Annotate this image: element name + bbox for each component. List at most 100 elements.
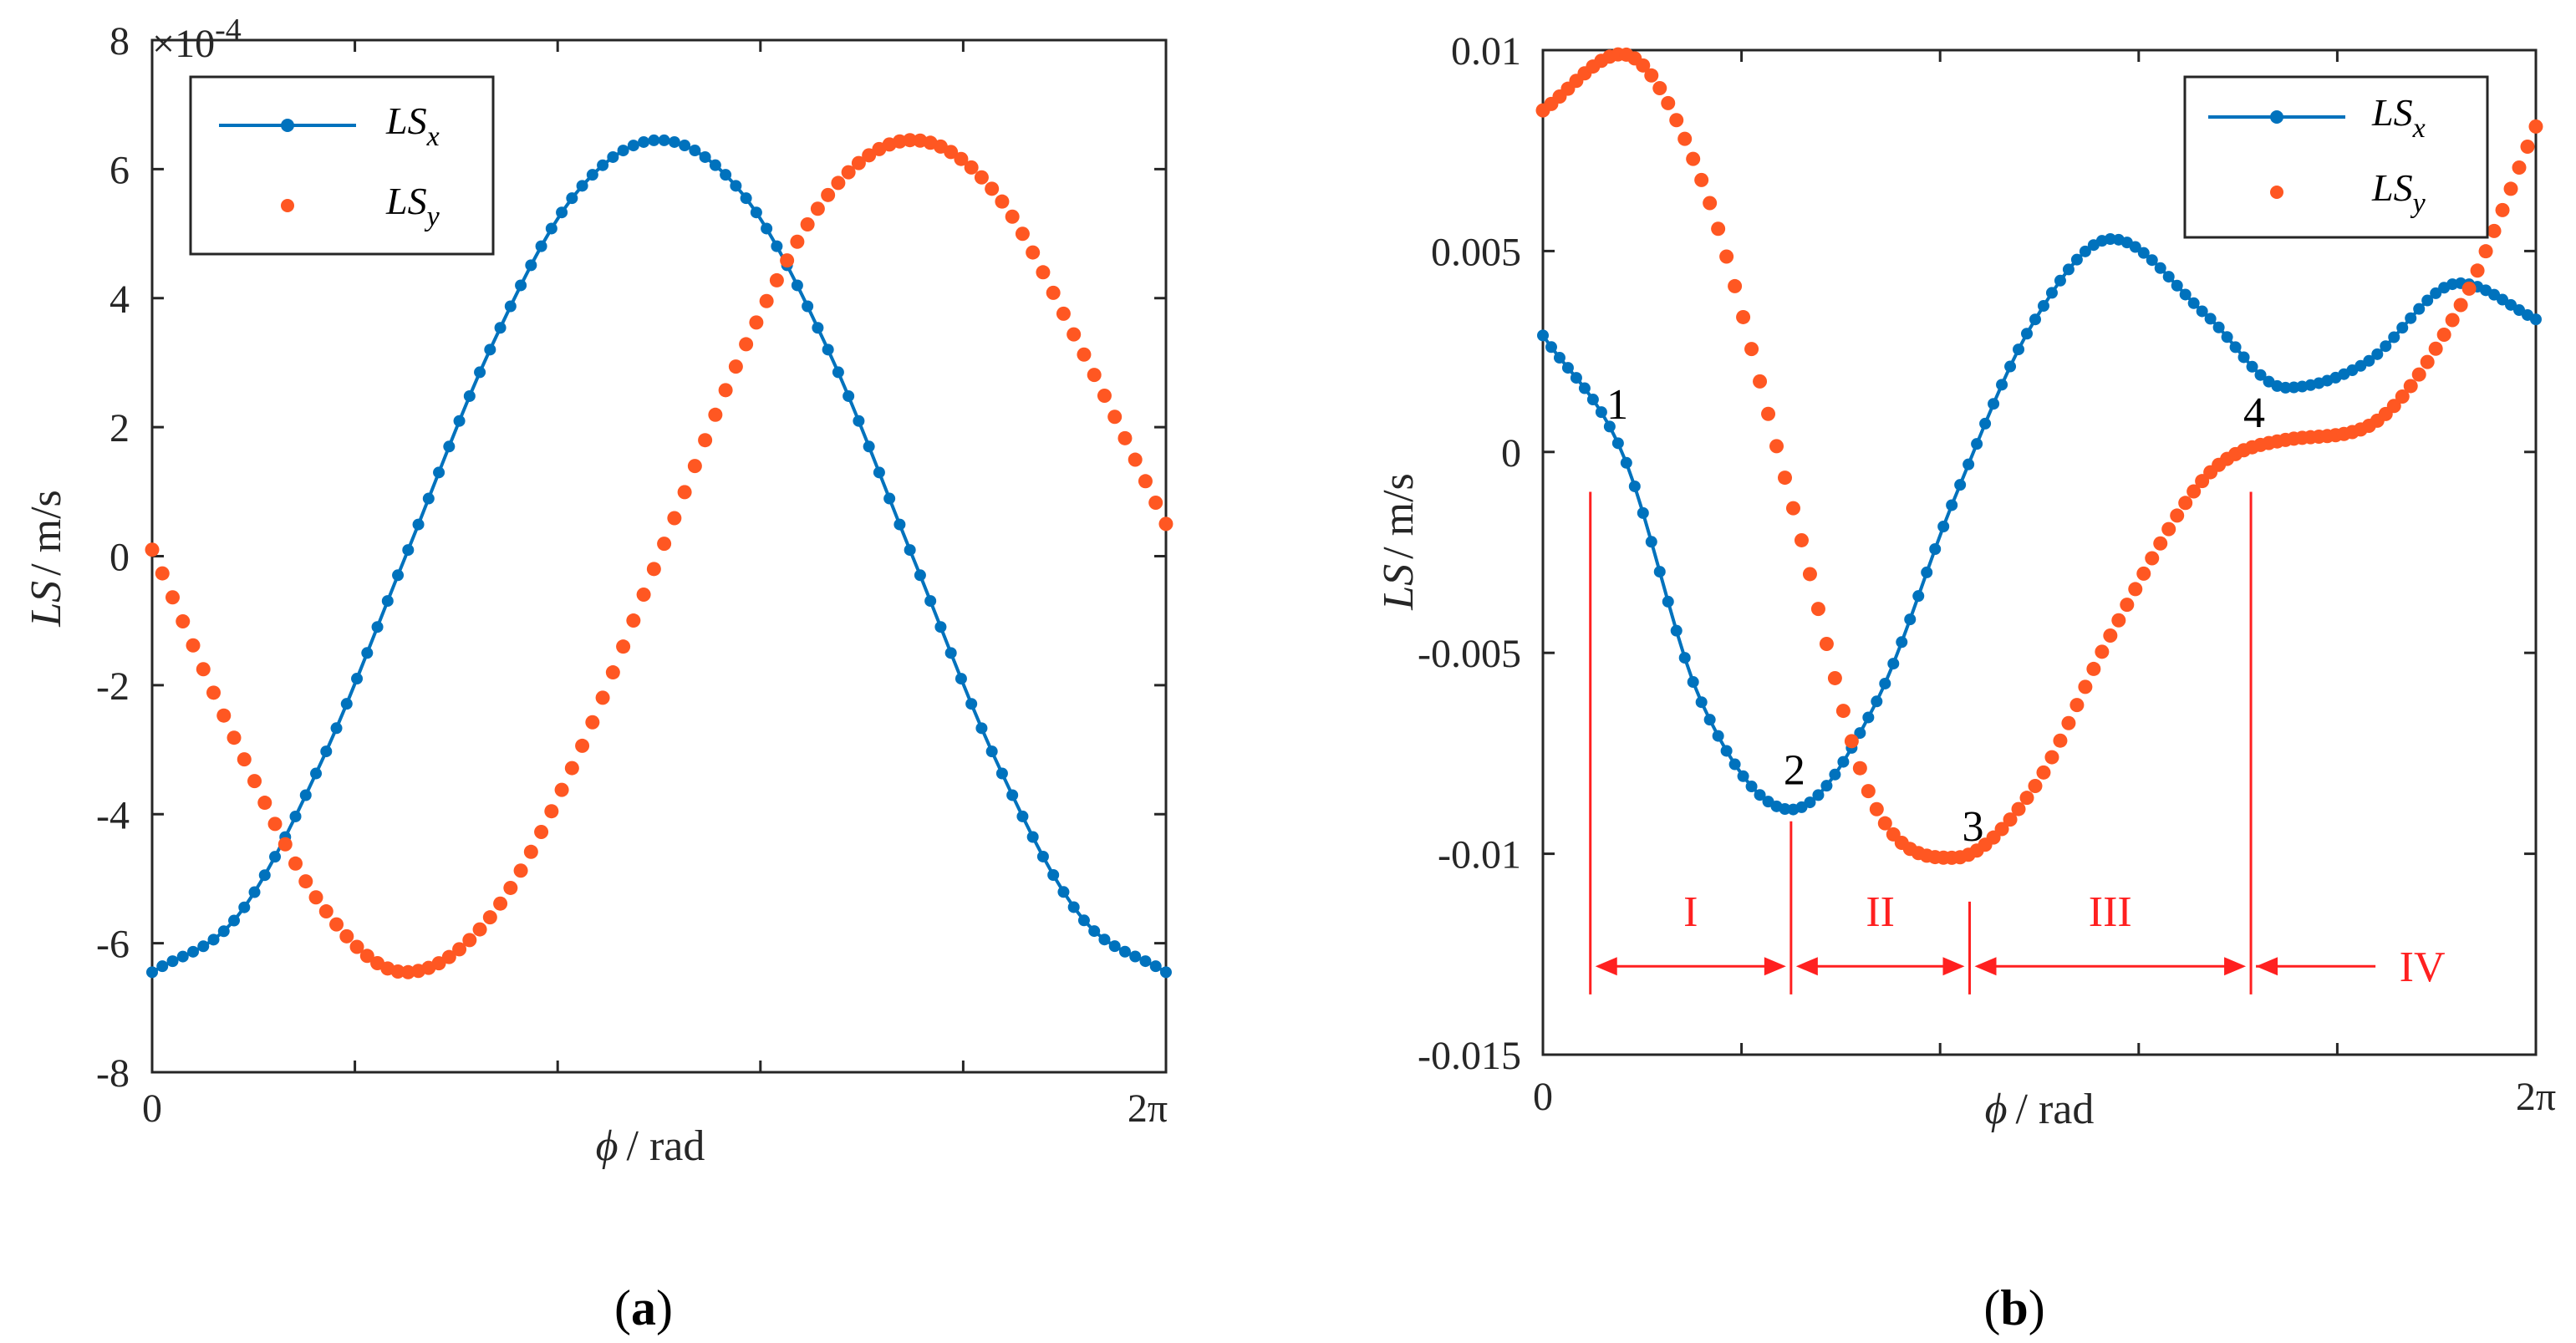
chart-a-point-lsx [228, 914, 241, 927]
chart-a-y-tick-label: 2 [109, 406, 130, 450]
chart-a-y-tick-label: -8 [96, 1051, 130, 1096]
chart-a-point-lsx [176, 950, 189, 963]
chart-b-point-lsx [1737, 770, 1749, 782]
chart-b-point-lsy [2061, 715, 2076, 730]
chart-a-point-lsx [924, 595, 937, 608]
chart-b-point-lsy [1761, 406, 1776, 421]
chart-b-point-lsy [1644, 68, 1659, 83]
chart-a-point-lsy [974, 170, 989, 185]
chart-b-point-lsy [1661, 95, 1676, 110]
chart-b-point-lsx [2212, 321, 2225, 333]
chart-b-point-lsx [2162, 271, 2175, 283]
chart-a-point-lsx [248, 886, 261, 898]
chart-a-point-lsy [145, 542, 160, 557]
chart-b-point-label-3: 3 [1963, 803, 1984, 851]
chart-a-point-lsx [474, 366, 486, 379]
chart-b-point-lsx [1812, 789, 1825, 801]
chart-b-arrowhead [2224, 957, 2247, 976]
chart-b-point-lsy [2528, 119, 2543, 134]
chart-b-point-lsx [2430, 287, 2442, 299]
chart-a-point-lsx [1139, 955, 1152, 968]
chart-b-point-lsx [1896, 636, 1908, 649]
chart-b-point-lsx [1603, 420, 1616, 433]
chart-a-point-lsx [207, 933, 220, 946]
chart-b-point-lsy [1852, 761, 1867, 776]
chart-a-point-lsx [995, 767, 1008, 780]
chart-a-point-lsy [318, 904, 333, 919]
chart-a-point-lsx [1149, 960, 1162, 973]
chart-a-point-lsx [238, 901, 251, 913]
chart-a-point-lsy [780, 253, 795, 268]
chart-b-line-lsx [1541, 237, 2537, 811]
chart-b-point-lsy [1703, 196, 1718, 211]
chart-b-point-lsx [2371, 348, 2384, 360]
chart-b-point-lsx [1695, 696, 1708, 709]
chart-b-point-lsx [2204, 313, 2217, 325]
chart-a-point-lsy [1046, 285, 1061, 300]
chart-b-point-lsy [1636, 58, 1651, 73]
chart-b-point-lsy [1810, 602, 1825, 617]
chart-b-point-lsy [1785, 501, 1800, 516]
chart-b-point-lsx [1620, 456, 1632, 469]
chart-a-point-lsy [482, 910, 497, 925]
chart-b-point-lsx [1537, 329, 1549, 342]
chart-a-point-lsx [433, 466, 445, 479]
chart-b-point-lsx [1937, 520, 1950, 532]
chart-a-point-lsx [1098, 933, 1111, 946]
chart-a-point-lsx [617, 145, 629, 157]
chart-b-point-lsy [2503, 181, 2518, 196]
chart-b-point-lsx [1545, 341, 1557, 354]
chart-b-point-lsy [1794, 532, 1809, 547]
chart-b-arrowhead [1764, 957, 1786, 976]
chart-a-point-lsx [934, 621, 947, 633]
chart-a-point-lsy [1067, 327, 1082, 342]
chart-a-point-lsx [627, 140, 639, 152]
chart-b-point-lsy [1686, 151, 1701, 166]
chart-a-point-lsx [689, 145, 701, 157]
chart-a-point-lsx [1016, 810, 1029, 822]
chart-a-y-tick-label: 6 [109, 148, 130, 192]
chart-a-legend-lsx-marker [281, 119, 294, 132]
chart-a-point-lsy [657, 537, 672, 552]
chart-a-point-lsy [708, 407, 723, 422]
chart-a-point-lsx [586, 169, 598, 181]
chart-b-point-lsx [2171, 279, 2183, 292]
chart-a-point-lsx [217, 925, 230, 938]
chart-a-point-lsy [954, 151, 969, 166]
chart-b-arrowhead [1795, 957, 1818, 976]
chart-b-point-lsy [2420, 354, 2435, 369]
chart-a-point-lsy [472, 922, 487, 937]
chart-a-point-lsy [359, 949, 374, 964]
chart-b-point-lsy [2436, 327, 2451, 342]
chart-b-point-lsx [1912, 590, 1925, 603]
chart-b-point-lsx [1854, 727, 1866, 740]
chart-a-point-lsx [873, 466, 885, 479]
chart-a-point-lsx [576, 180, 588, 192]
chart-a-point-lsy [903, 133, 918, 148]
chart-a-point-lsy [1128, 452, 1143, 467]
chart-a-point-lsy [595, 690, 610, 705]
chart-a-point-lsy [441, 949, 456, 964]
chart-b-point-lsx [1887, 658, 1900, 670]
chart-a-point-lsx [156, 960, 169, 973]
chart-a-point-lsy [1138, 474, 1153, 489]
chart-a-point-lsy [288, 856, 303, 871]
chart-a-x-axis-label: ϕ / rad [596, 1122, 705, 1170]
chart-a-point-lsy [544, 804, 559, 819]
chart-a-point-lsy [493, 896, 508, 911]
chart-b-point-lsy [2453, 298, 2468, 313]
chart-b-point-lsx [1712, 730, 1724, 742]
chart-b-point-lsy [2044, 750, 2059, 765]
chart-a-point-lsx [1108, 940, 1121, 953]
chart-b-point-lsy [1877, 816, 1892, 831]
chart-a-point-lsy [206, 685, 221, 700]
chart-a-point-lsx [750, 206, 762, 219]
chart-b-point-lsx [1946, 499, 1958, 511]
chart-a-legend-box [189, 75, 495, 256]
chart-b-region-label-I: I [1683, 888, 1698, 936]
chart-b-point-lsx [2104, 233, 2116, 246]
chart-a-point-lsx [340, 698, 353, 710]
chart-b-point-lsx [2062, 263, 2075, 276]
chart-a-point-lsy [944, 145, 959, 160]
